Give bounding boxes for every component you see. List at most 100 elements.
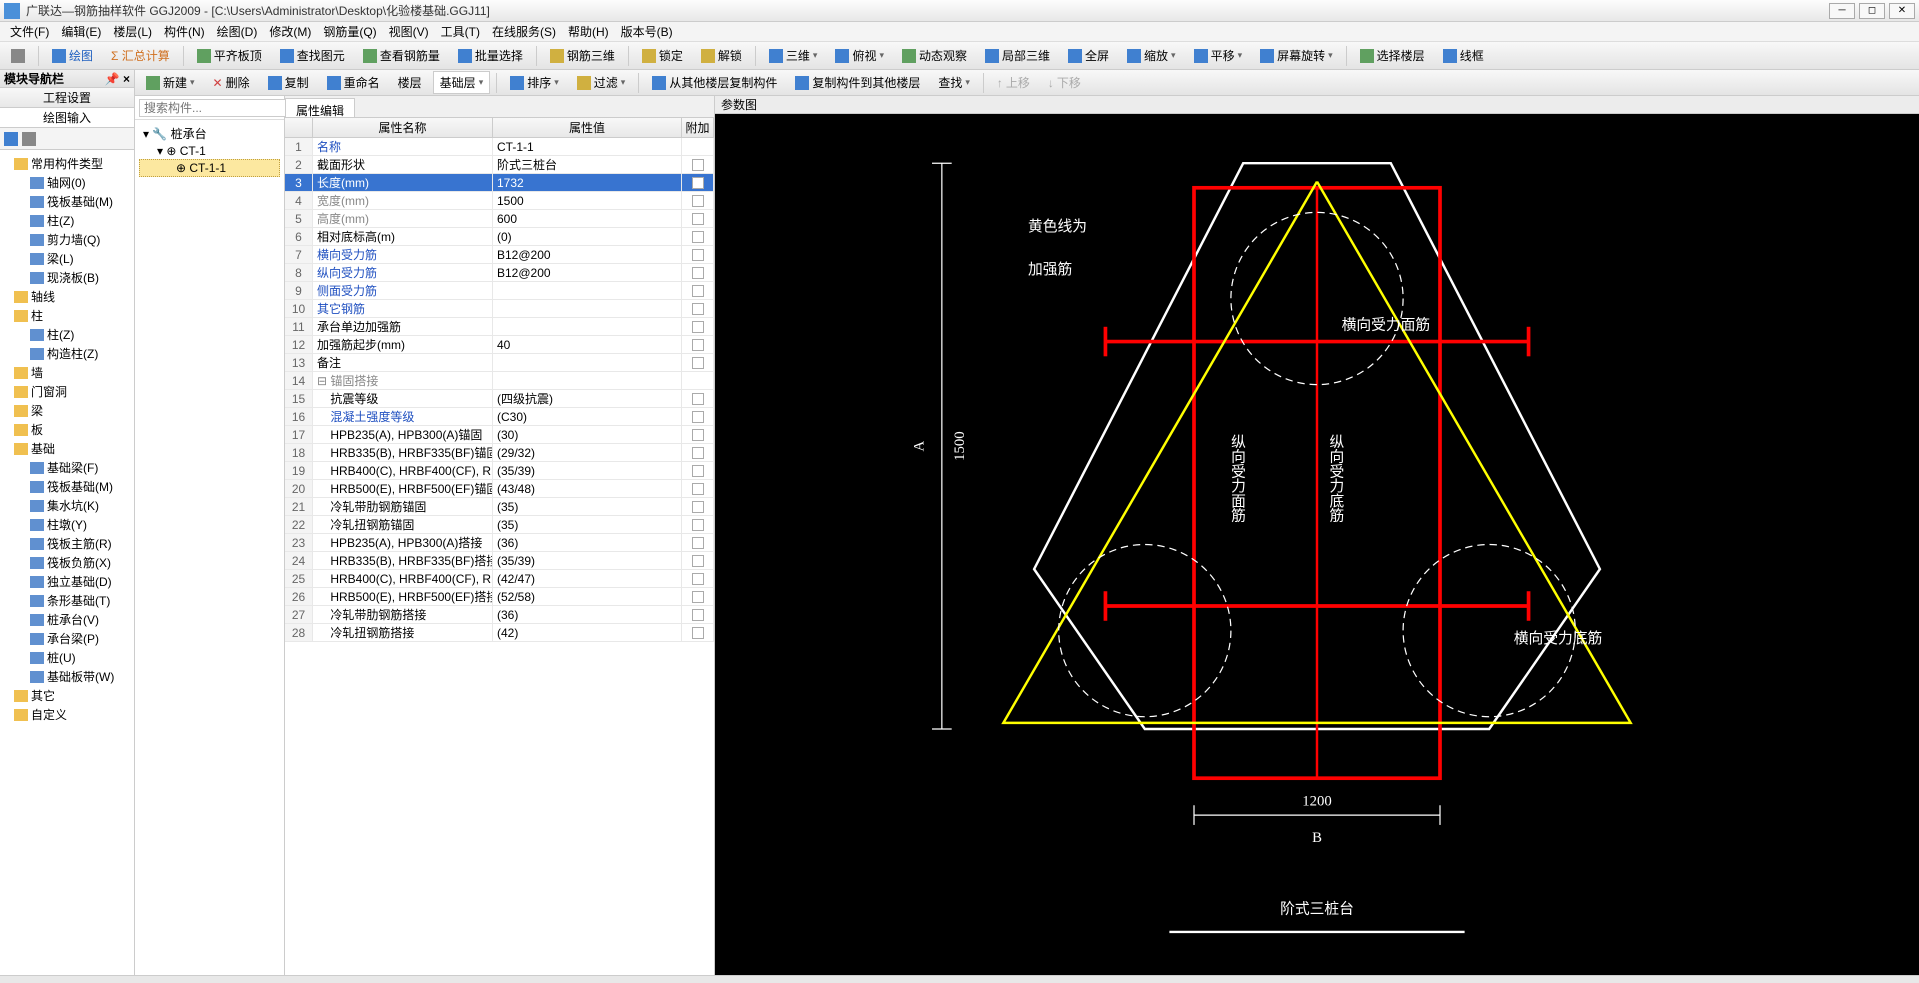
zoom-button[interactable]: 缩放 (1120, 44, 1183, 67)
property-row[interactable]: 28 冷轧扭钢筋搭接(42) (285, 624, 714, 642)
new-button[interactable]: 新建 (139, 71, 202, 94)
pin-icon[interactable]: 📌 × (105, 72, 130, 86)
floor-select[interactable]: 基础层 (433, 71, 491, 94)
pan-button[interactable]: 平移 (1187, 44, 1250, 67)
property-row[interactable]: 1名称CT-1-1 (285, 138, 714, 156)
tree-item[interactable]: 梁(L) (2, 249, 132, 268)
tree-item[interactable]: 集水坑(K) (2, 496, 132, 515)
draw-button[interactable]: 绘图 (45, 44, 100, 67)
rebar-3d-button[interactable]: 钢筋三维 (543, 44, 622, 67)
copy-to-button[interactable]: 复制构件到其他楼层 (788, 71, 927, 94)
menu-item[interactable]: 绘图(D) (211, 23, 264, 40)
tree-item[interactable]: 板 (2, 420, 132, 439)
comp-leaf[interactable]: ⊕ CT-1-1 (139, 159, 280, 177)
comp-child[interactable]: ▾ ⊕ CT-1 (139, 143, 280, 159)
move-up-button[interactable]: ↑ 上移 (990, 71, 1037, 94)
3d-button[interactable]: 三维 (762, 44, 825, 67)
menu-item[interactable]: 楼层(L) (107, 23, 158, 40)
property-row[interactable]: 21 冷轧带肋钢筋锚固(35) (285, 498, 714, 516)
tree-item[interactable]: 剪力墙(Q) (2, 230, 132, 249)
tree-item[interactable]: 常用构件类型 (2, 154, 132, 173)
fullscreen-button[interactable]: 全屏 (1061, 44, 1116, 67)
unlock-button[interactable]: 解锁 (694, 44, 749, 67)
menu-item[interactable]: 工具(T) (435, 23, 486, 40)
property-row[interactable]: 4宽度(mm)1500 (285, 192, 714, 210)
move-down-button[interactable]: ↓ 下移 (1041, 71, 1088, 94)
property-row[interactable]: 10其它钢筋 (285, 300, 714, 318)
tree-item[interactable]: 墙 (2, 363, 132, 382)
property-row[interactable]: 12加强筋起步(mm)40 (285, 336, 714, 354)
dynamic-view-button[interactable]: 动态观察 (895, 44, 974, 67)
sum-button[interactable]: Σ 汇总计算 (104, 44, 177, 67)
property-row[interactable]: 23 HPB235(A), HPB300(A)搭接(36) (285, 534, 714, 552)
property-row[interactable]: 26 HRB500(E), HRBF500(EF)搭接(52/58) (285, 588, 714, 606)
tree-item[interactable]: 柱(Z) (2, 325, 132, 344)
find-element-button[interactable]: 查找图元 (273, 44, 352, 67)
view-rebar-button[interactable]: 查看钢筋量 (356, 44, 447, 67)
maximize-button[interactable]: ◻ (1859, 3, 1885, 19)
menu-item[interactable]: 文件(F) (4, 23, 55, 40)
menu-item[interactable]: 帮助(H) (562, 23, 615, 40)
diagram-canvas[interactable]: A15001200B阶式三桩台黄色线为加强筋横向受力面筋横向受力底筋纵向受力面筋… (715, 114, 1919, 975)
filter-button[interactable]: 过滤 (570, 71, 633, 94)
menu-item[interactable]: 编辑(E) (55, 23, 107, 40)
property-row[interactable]: 22 冷轧扭钢筋锚固(35) (285, 516, 714, 534)
property-row[interactable]: 2截面形状阶式三桩台 (285, 156, 714, 174)
property-row[interactable]: 9侧面受力筋 (285, 282, 714, 300)
property-row[interactable]: 14⊟ 锚固搭接 (285, 372, 714, 390)
expand-icon[interactable] (4, 132, 18, 146)
property-row[interactable]: 11承台单边加强筋 (285, 318, 714, 336)
copy-from-button[interactable]: 从其他楼层复制构件 (645, 71, 784, 94)
find-button[interactable]: 查找 (931, 71, 977, 94)
tree-item[interactable]: 柱(Z) (2, 211, 132, 230)
lock-button[interactable]: 锁定 (635, 44, 690, 67)
property-row[interactable]: 16 混凝土强度等级(C30) (285, 408, 714, 426)
toggle-left-icon[interactable] (4, 46, 32, 66)
delete-button[interactable]: ✕删除 (206, 71, 257, 94)
property-row[interactable]: 7横向受力筋B12@200 (285, 246, 714, 264)
property-row[interactable]: 24 HRB335(B), HRBF335(BF)搭接(35/39) (285, 552, 714, 570)
tree-item[interactable]: 筏板基础(M) (2, 477, 132, 496)
tree-item[interactable]: 桩(U) (2, 648, 132, 667)
property-row[interactable]: 5高度(mm)600 (285, 210, 714, 228)
nav-tab-settings[interactable]: 工程设置 (0, 88, 134, 108)
rotate-button[interactable]: 屏幕旋转 (1253, 44, 1340, 67)
menu-item[interactable]: 构件(N) (158, 23, 211, 40)
property-row[interactable]: 25 HRB400(C), HRBF400(CF), RRB400(D)搭(42… (285, 570, 714, 588)
property-row[interactable]: 3长度(mm)1732 (285, 174, 714, 192)
tree-item[interactable]: 筏板负筋(X) (2, 553, 132, 572)
property-row[interactable]: 27 冷轧带肋钢筋搭接(36) (285, 606, 714, 624)
tree-item[interactable]: 轴网(0) (2, 173, 132, 192)
tree-item[interactable]: 基础梁(F) (2, 458, 132, 477)
sort-button[interactable]: 排序 (503, 71, 566, 94)
tree-item[interactable]: 自定义 (2, 705, 132, 724)
menu-item[interactable]: 修改(M) (263, 23, 317, 40)
tree-item[interactable]: 梁 (2, 401, 132, 420)
tree-item[interactable]: 条形基础(T) (2, 591, 132, 610)
tree-item[interactable]: 筏板基础(M) (2, 192, 132, 211)
copy-button[interactable]: 复制 (261, 71, 316, 94)
menu-item[interactable]: 在线服务(S) (486, 23, 562, 40)
wireframe-button[interactable]: 线框 (1436, 44, 1491, 67)
tree-item[interactable]: 现浇板(B) (2, 268, 132, 287)
batch-select-button[interactable]: 批量选择 (451, 44, 530, 67)
menu-item[interactable]: 版本号(B) (615, 23, 679, 40)
menu-item[interactable]: 钢筋量(Q) (317, 23, 382, 40)
tree-item[interactable]: 门窗洞 (2, 382, 132, 401)
close-button[interactable]: ✕ (1889, 3, 1915, 19)
menu-item[interactable]: 视图(V) (383, 23, 435, 40)
tree-item[interactable]: 筏板主筋(R) (2, 534, 132, 553)
rename-button[interactable]: 重命名 (320, 71, 387, 94)
select-floor-button[interactable]: 选择楼层 (1353, 44, 1432, 67)
tree-item[interactable]: 桩承台(V) (2, 610, 132, 629)
property-row[interactable]: 13备注 (285, 354, 714, 372)
property-row[interactable]: 17 HPB235(A), HPB300(A)锚固(30) (285, 426, 714, 444)
tree-item[interactable]: 柱 (2, 306, 132, 325)
property-tab[interactable]: 属性编辑 (285, 98, 355, 117)
tree-item[interactable]: 柱墩(Y) (2, 515, 132, 534)
tree-item[interactable]: 基础 (2, 439, 132, 458)
tree-item[interactable]: 构造柱(Z) (2, 344, 132, 363)
search-input[interactable] (139, 99, 304, 117)
tree-item[interactable]: 承台梁(P) (2, 629, 132, 648)
property-row[interactable]: 20 HRB500(E), HRBF500(EF)锚固(43/48) (285, 480, 714, 498)
